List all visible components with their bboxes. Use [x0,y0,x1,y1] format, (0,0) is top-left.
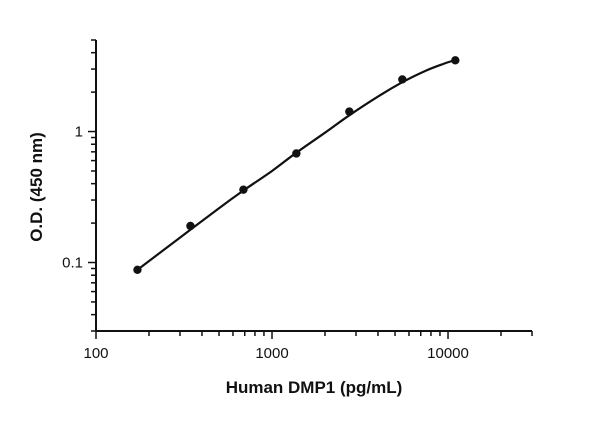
data-point [292,149,301,158]
data-point [451,56,460,65]
x-tick-label: 100 [83,345,108,362]
x-tick-label: 1000 [255,345,288,362]
data-point [239,185,248,194]
y-tick-label: 1 [75,124,83,141]
fit-curve-group [136,58,456,271]
data-point [186,221,195,231]
data-point [398,75,407,84]
y-axis-title: O.D. (450 nm) [27,132,46,242]
axes: 100 1000 10000 0.1 1 [62,39,533,362]
x-axis-title: Human DMP1 (pg/mL) [226,378,403,397]
fit-curve-line [136,58,456,271]
x-tick-label: 10000 [427,345,469,362]
data-point [345,107,354,116]
data-points [133,56,460,274]
y-tick-label: 0.1 [62,255,83,272]
data-point [133,265,142,274]
